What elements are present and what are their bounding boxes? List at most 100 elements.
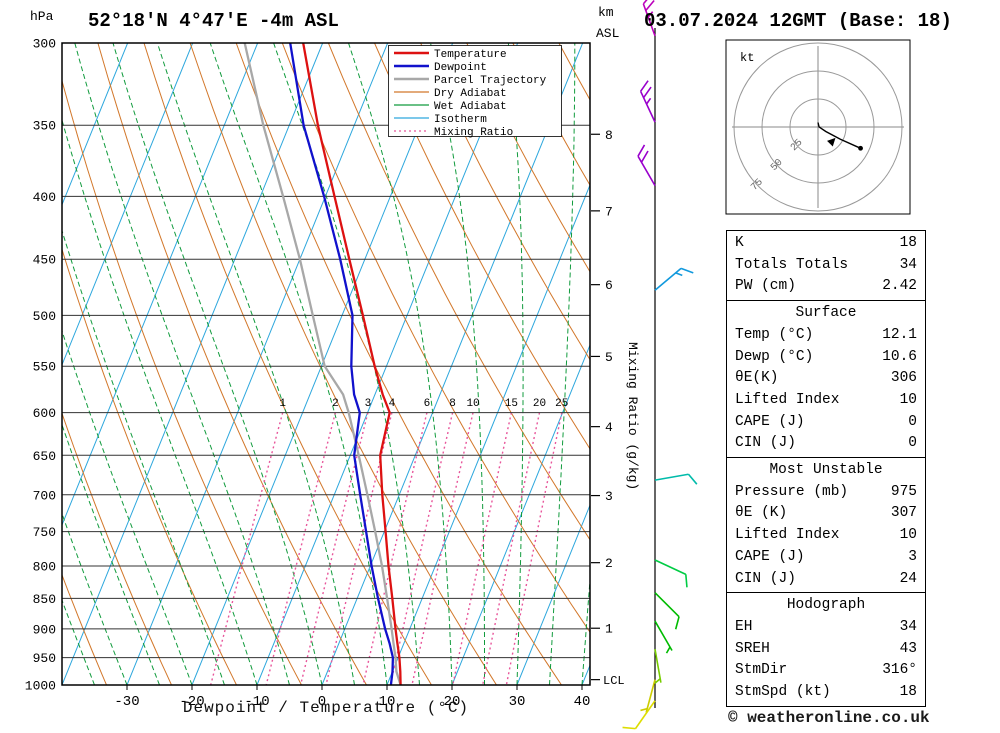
svg-text:8: 8	[449, 398, 456, 410]
legend-item: Dewpoint	[394, 62, 487, 74]
svg-text:4: 4	[389, 398, 396, 410]
svg-text:750: 750	[33, 525, 56, 540]
svg-text:400: 400	[33, 190, 56, 205]
stat-value: 0	[908, 413, 917, 430]
copyright: © weatheronline.co.uk	[728, 709, 930, 727]
svg-text:6: 6	[605, 278, 613, 293]
stat-label: Temp (°C)	[735, 326, 814, 343]
stat-row: SREH 43	[735, 639, 917, 661]
info-section: K 18 Totals Totals 34 PW (cm) 2.42	[726, 230, 926, 302]
svg-text:5: 5	[605, 350, 613, 365]
stat-label: θE (K)	[735, 505, 788, 522]
section-header: Hodograph	[786, 597, 866, 614]
svg-text:300: 300	[33, 37, 56, 52]
svg-text:800: 800	[33, 560, 56, 575]
svg-text:8: 8	[605, 128, 613, 143]
info-section: Surface Temp (°C) 12.1 Dewp (°C) 10.6 θE(K) 30…	[726, 300, 926, 459]
svg-text:6: 6	[424, 398, 431, 410]
stat-label: CIN (J)	[735, 435, 796, 452]
svg-text:-10: -10	[244, 694, 269, 710]
stat-value: 18	[899, 684, 917, 701]
stat-value: 10	[899, 527, 917, 544]
stat-row: θE(K) 306	[735, 368, 917, 390]
stat-value: 316°	[882, 662, 917, 679]
stat-label: Totals Totals	[735, 256, 849, 273]
svg-text:450: 450	[33, 253, 56, 268]
svg-text:4: 4	[605, 420, 613, 435]
stat-row: StmDir 316°	[735, 660, 917, 682]
mixing-ratio-axis-label: Mixing Ratio (g/kg)	[625, 342, 640, 490]
stat-row: CIN (J) 24	[735, 569, 917, 591]
stat-value: 3	[908, 548, 917, 565]
legend-item: Parcel Trajectory	[394, 75, 547, 87]
plot-frame	[61, 42, 591, 686]
section-header: Surface	[795, 305, 857, 322]
sounding-profiles	[243, 43, 402, 685]
stat-value: 34	[899, 256, 917, 273]
background-lines	[62, 43, 590, 685]
svg-text:25: 25	[555, 398, 568, 410]
altitude-unit-km: km	[598, 5, 614, 20]
stat-label: θE(K)	[735, 370, 779, 387]
stat-row: CAPE (J) 3	[735, 547, 917, 569]
stat-row: K 18	[735, 233, 917, 255]
stat-value: 306	[890, 370, 917, 387]
stat-label: Pressure (mb)	[735, 483, 849, 500]
svg-text:25: 25	[789, 138, 805, 154]
svg-text:Mixing Ratio: Mixing Ratio	[434, 127, 513, 139]
section-header: Most Unstable	[769, 462, 883, 479]
svg-text:950: 950	[33, 651, 56, 666]
stat-label: StmSpd (kt)	[735, 684, 831, 701]
svg-text:20: 20	[444, 694, 461, 710]
stat-row: StmSpd (kt) 18	[735, 682, 917, 704]
legend-item: Isotherm	[394, 114, 487, 126]
svg-text:2: 2	[332, 398, 339, 410]
wind-barb	[654, 473, 698, 485]
stat-label: CAPE (J)	[735, 548, 805, 565]
stat-value: 10	[899, 391, 917, 408]
svg-text:Temperature: Temperature	[434, 49, 507, 61]
svg-text:1: 1	[605, 622, 613, 637]
station-title: 52°18'N 4°47'E -4m ASL	[88, 10, 339, 32]
stat-row: Pressure (mb) 975	[735, 482, 917, 504]
stat-label: StmDir	[735, 662, 788, 679]
svg-text:850: 850	[33, 592, 56, 607]
wind-barb	[639, 80, 656, 123]
svg-text:Isotherm: Isotherm	[434, 114, 487, 126]
svg-text:-30: -30	[114, 694, 139, 710]
legend-item: Mixing Ratio	[394, 127, 513, 139]
svg-text:650: 650	[33, 449, 56, 464]
stat-row: Dewp (°C) 10.6	[735, 347, 917, 369]
stat-label: SREH	[735, 640, 770, 657]
wind-barb	[640, 679, 656, 713]
axis-labels: 1 2 3 4 6 8 10 15 20 2530035040045050055060065070…	[25, 37, 613, 711]
stat-value: 43	[899, 640, 917, 657]
svg-text:2: 2	[605, 556, 613, 571]
svg-text:500: 500	[33, 309, 56, 324]
info-section: Hodograph EH 34 SREH 43 StmDir 316° StmSpd (kt)…	[726, 592, 926, 707]
wind-barb	[654, 649, 662, 684]
lcl-label: LCL	[603, 674, 625, 688]
stat-value: 10.6	[882, 348, 917, 365]
legend-item: Dry Adiabat	[394, 88, 507, 100]
svg-text:Parcel Trajectory: Parcel Trajectory	[434, 75, 547, 87]
stat-label: CIN (J)	[735, 570, 796, 587]
stat-row: Temp (°C) 12.1	[735, 325, 917, 347]
stat-row: CIN (J) 0	[735, 433, 917, 455]
stat-value: 34	[899, 618, 917, 635]
stat-row: CAPE (J) 0	[735, 412, 917, 434]
x-axis-label: Dewpoint / Temperature (°C)	[183, 699, 469, 717]
stat-value: 2.42	[882, 278, 917, 295]
stat-row: Lifted Index 10	[735, 525, 917, 547]
wind-barb	[637, 144, 656, 187]
stat-value: 975	[890, 483, 917, 500]
stat-row: Lifted Index 10	[735, 390, 917, 412]
wind-barb	[622, 700, 656, 730]
wind-barb	[642, 0, 656, 37]
info-table: K 18 Totals Totals 34 PW (cm) 2.42 Surface Temp…	[726, 230, 926, 707]
stat-label: PW (cm)	[735, 278, 796, 295]
